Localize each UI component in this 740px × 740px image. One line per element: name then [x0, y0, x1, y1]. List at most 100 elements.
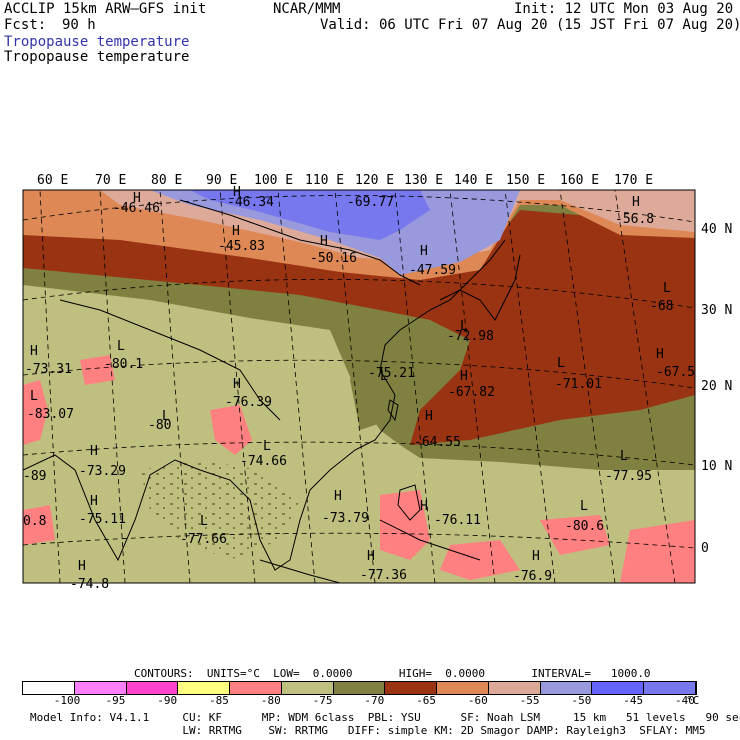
- extremum-symbol: H: [420, 499, 428, 514]
- extremum-value: -80.1: [104, 357, 143, 372]
- extremum-value: -80: [148, 418, 171, 433]
- extremum-value: -72.98: [447, 329, 494, 344]
- extremum-symbol: H: [420, 244, 428, 259]
- extremum-value: -46.34: [227, 195, 274, 210]
- latitude-label: 0: [701, 541, 709, 556]
- extremum-value: -77.36: [360, 568, 407, 583]
- colorbar-swatch: [488, 682, 541, 694]
- extremum-symbol: L: [162, 409, 170, 424]
- extremum-symbol: H: [30, 344, 38, 359]
- longitude-label: 80 E: [151, 173, 182, 188]
- colorbar-tick-label: -100: [53, 694, 81, 707]
- colorbar-tick-label: -70: [364, 694, 385, 707]
- colorbar: [22, 681, 697, 695]
- extremum-value: -45.83: [218, 239, 265, 254]
- longitude-label: 120 E: [355, 173, 394, 188]
- colorbar-tick-label: -50: [571, 694, 592, 707]
- extremum-value: -67.82: [448, 385, 495, 400]
- extremum-value: -47.59: [409, 263, 456, 278]
- colorbar-swatch: [178, 682, 231, 694]
- coastlines: [23, 199, 521, 583]
- extremum-value: -74.66: [240, 454, 287, 469]
- extremum-symbol: L: [117, 339, 125, 354]
- extremum-value: -56.8: [615, 212, 654, 227]
- latitude-label: 10 N: [701, 459, 732, 474]
- latitude-label: 20 N: [701, 379, 732, 394]
- colorbar-swatch: [281, 682, 334, 694]
- extremum-value: -71.01: [555, 377, 602, 392]
- extremum-value: -75.21: [368, 366, 415, 381]
- extremum-symbol: H: [90, 444, 98, 459]
- graticule: [23, 190, 695, 583]
- extremum-value: -64.55: [414, 435, 461, 450]
- colorbar-tick-label: -85: [209, 694, 229, 707]
- field-title-primary: Tropopause temperature: [4, 34, 190, 50]
- extremum-value: -68: [650, 299, 673, 314]
- model-title: ACCLIP 15km ARW–GFS init: [4, 1, 207, 17]
- colorbar-tick-label: -65: [416, 694, 437, 707]
- extremum-symbol: H: [367, 549, 375, 564]
- forecast-label: Fcst:: [4, 17, 47, 33]
- extremum-symbol: L: [380, 369, 388, 384]
- extremum-symbol: H: [233, 185, 241, 200]
- longitude-label: 170 E: [614, 173, 653, 188]
- extremum-value: -46.46: [113, 201, 160, 216]
- colorbar-swatch: [230, 682, 282, 694]
- longitude-label: 160 E: [560, 173, 599, 188]
- colorbar-swatch: [592, 682, 645, 694]
- colorbar-swatch: [74, 682, 127, 694]
- extremum-value: -77.66: [180, 532, 227, 547]
- latitude-labels: 40 N 30 N 20 N 10 N 0: [701, 222, 732, 556]
- longitude-labels: 60 E 70 E 80 E 90 E 100 E 110 E 120 E 130 E 140 …: [37, 173, 653, 188]
- longitude-label: 110 E: [305, 173, 344, 188]
- extremum-value: -76.9: [513, 569, 552, 584]
- extremum-symbol: L: [580, 499, 588, 514]
- colorbar-tick-label: -55: [519, 694, 540, 707]
- extremum-symbol: H: [233, 377, 241, 392]
- extremum-value: -76.11: [434, 513, 481, 528]
- extremum-value: -77.95: [605, 469, 652, 484]
- valid-time: Valid: 06 UTC Fri 07 Aug 20 (15 JST Fri …: [320, 17, 740, 33]
- model-info-line-2: LW: RRTMG SW: RRTMG DIFF: simple KM: 2D …: [30, 724, 706, 737]
- extremum-symbol: H: [334, 489, 342, 504]
- extremum-symbol: H: [320, 234, 328, 249]
- extremum-symbol: L: [557, 356, 565, 371]
- colorbar-ticks: -100 -95 -90 -85 -80 -75 -70 -65 -60 -55 -50 -45 -40…: [22, 695, 722, 709]
- extremum-symbol: H: [632, 195, 640, 210]
- extremum-symbol: L: [663, 281, 671, 296]
- extremum-value: -73.31: [25, 362, 72, 377]
- extremum-symbol: H: [656, 347, 664, 362]
- longitude-label: 140 E: [454, 173, 493, 188]
- extremum-symbol: L: [620, 449, 628, 464]
- longitude-label: 60 E: [37, 173, 68, 188]
- extremum-symbol: L: [200, 514, 208, 529]
- extremum-value: -89: [23, 469, 46, 484]
- longitude-label: 100 E: [254, 173, 293, 188]
- map-frame: [22, 189, 696, 584]
- extremum-value: -73.29: [79, 464, 126, 479]
- init-time: Init: 12 UTC Mon 03 Aug 20: [514, 1, 734, 17]
- extremum-value: -75.11: [79, 512, 126, 527]
- latitude-label: 30 N: [701, 303, 732, 318]
- colorbar-tick-label: -60: [467, 694, 488, 707]
- map-fill: [23, 190, 695, 583]
- model-info-line-1: Model Info: V4.1.1 CU: KF MP: WDM 6class…: [30, 711, 740, 724]
- extremum-value: -74.8: [70, 577, 109, 592]
- forecast-hour: 90 h: [62, 17, 96, 33]
- colorbar-tick-label: -75: [312, 694, 333, 707]
- latitude-label: 40 N: [701, 222, 732, 237]
- extremum-symbol: L: [0, 0, 8, 4]
- longitude-label: 130 E: [404, 173, 443, 188]
- extremum-symbol: H: [78, 559, 86, 574]
- colorbar-tick-label: -45: [623, 694, 644, 707]
- extremum-value: -83.07: [27, 407, 74, 422]
- extremum-symbol: L: [0, 0, 8, 4]
- extremum-symbol: L: [460, 319, 468, 334]
- colorbar-swatch: [333, 682, 386, 694]
- colorbar-swatch: [540, 682, 593, 694]
- extremum-symbol: L: [263, 439, 271, 454]
- extrema-labels: H-46.46H-46.34 -69.77 H-56.8H-45.83 H-50.16…: [0, 0, 695, 592]
- extremum-symbol: H: [232, 224, 240, 239]
- colorbar-swatch: [126, 682, 179, 694]
